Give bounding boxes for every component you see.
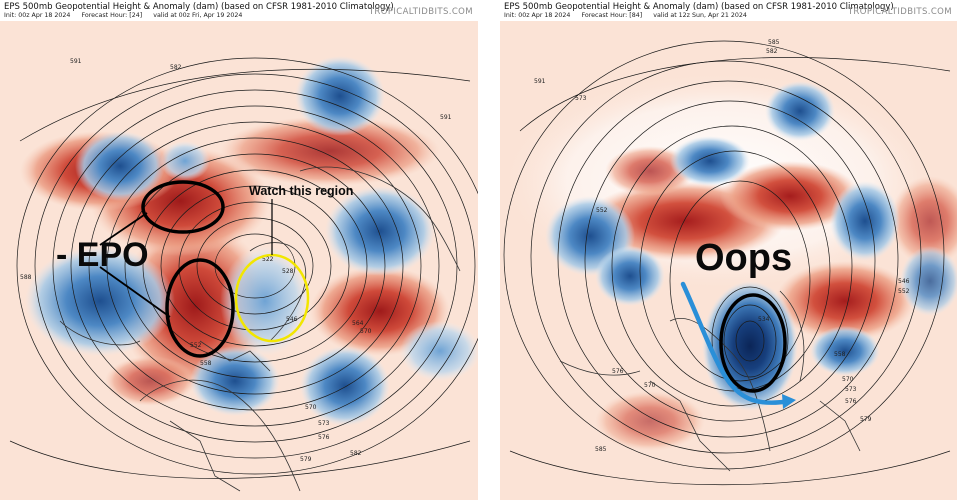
contour-label: 558 [200, 360, 212, 367]
contour-label: 546 [286, 316, 298, 323]
epo-pointer-line-south [99, 266, 171, 318]
left-brand-watermark: TROPICALTIDBITS.COM [368, 7, 473, 17]
right-anomaly-map: 591 585 582 573 552 546 552 558 570 573 … [500, 39, 957, 486]
right-annotation-shapes [680, 281, 796, 409]
contour-label: 528 [282, 268, 294, 275]
contour-label: 585 [595, 446, 607, 453]
contour-label: 582 [766, 48, 778, 55]
contour-label: 552 [898, 288, 910, 295]
epo-annotation-label: - EPO [56, 236, 149, 274]
contour-label: 579 [860, 416, 872, 423]
contour-label: 552 [190, 342, 202, 349]
right-contour-labels: 591 585 582 573 552 546 552 558 570 573 … [534, 39, 910, 453]
right-coastlines [559, 290, 861, 472]
left-height-contours [9, 57, 478, 479]
left-annotation-shapes [99, 180, 310, 358]
contour-label: 570 [644, 382, 656, 389]
contour-label: 576 [318, 434, 330, 441]
watch-region-annotation-label: Watch this region [249, 184, 354, 198]
contour-label: 582 [170, 64, 182, 71]
left-anomaly-shading [20, 56, 478, 426]
contour-label: 576 [612, 368, 624, 375]
contour-label: 585 [768, 39, 780, 46]
contour-label: 582 [350, 450, 362, 457]
left-map-panel: EPS 500mb Geopotential Height & Anomaly … [0, 0, 478, 500]
contour-label: 570 [305, 404, 317, 411]
panel-divider [478, 0, 500, 500]
left-map-subtitle: Init: 00z Apr 18 2024 Forecast Hour: [24… [4, 12, 251, 19]
right-brand-watermark: TROPICALTIDBITS.COM [847, 7, 952, 17]
right-height-contours [503, 40, 951, 486]
contour-label: 522 [262, 256, 274, 263]
left-coastlines [59, 166, 461, 492]
right-map-panel: EPS 500mb Geopotential Height & Anomaly … [500, 0, 957, 500]
right-map-header: EPS 500mb Geopotential Height & Anomaly … [500, 0, 957, 21]
contour-label: 576 [845, 398, 857, 405]
contour-label: 552 [596, 207, 608, 214]
contour-label: 573 [318, 420, 330, 427]
left-init-time: Init: 00z Apr 18 2024 [4, 12, 71, 19]
contour-label: 564 [352, 320, 364, 327]
contour-label: 591 [534, 78, 546, 85]
left-map-title: EPS 500mb Geopotential Height & Anomaly … [4, 2, 394, 12]
left-map-header: EPS 500mb Geopotential Height & Anomaly … [0, 0, 478, 21]
contour-label: 588 [20, 274, 32, 281]
contour-label: 570 [360, 328, 372, 335]
trough-circle [719, 293, 787, 393]
contour-label: 558 [834, 351, 846, 358]
contour-label: 573 [845, 386, 857, 393]
right-map-title: EPS 500mb Geopotential Height & Anomaly … [504, 2, 894, 12]
contour-label: 534 [758, 316, 770, 323]
contour-label: 591 [440, 114, 452, 121]
trough-arrow-head [782, 394, 796, 409]
contour-label: 591 [70, 58, 82, 65]
right-map-subtitle: Init: 00z Apr 18 2024 Forecast Hour: [84… [504, 12, 756, 19]
trough-arrow-path [680, 281, 793, 405]
epo-ridge-circle-south [165, 258, 235, 358]
right-valid-time: valid at 12z Sun, Apr 21 2024 [653, 12, 747, 19]
epo-ridge-circle-north [141, 180, 225, 234]
left-contour-labels: 591 582 588 564 570 570 573 576 582 579 … [20, 58, 452, 463]
right-init-time: Init: 00z Apr 18 2024 [504, 12, 571, 19]
contour-label: 570 [842, 376, 854, 383]
contour-label: 546 [898, 278, 910, 285]
oops-annotation-label: Oops [695, 237, 793, 279]
left-anomaly-map: 591 582 588 564 570 570 573 576 582 579 … [9, 56, 478, 492]
contour-label: 579 [300, 456, 312, 463]
contour-label: 573 [575, 95, 587, 102]
right-forecast-hour: Forecast Hour: [84] [581, 12, 643, 19]
left-forecast-hour: Forecast Hour: [24] [81, 12, 143, 19]
left-valid-time: valid at 00z Fri, Apr 19 2024 [153, 12, 243, 19]
epo-pointer-line-north [99, 212, 148, 246]
